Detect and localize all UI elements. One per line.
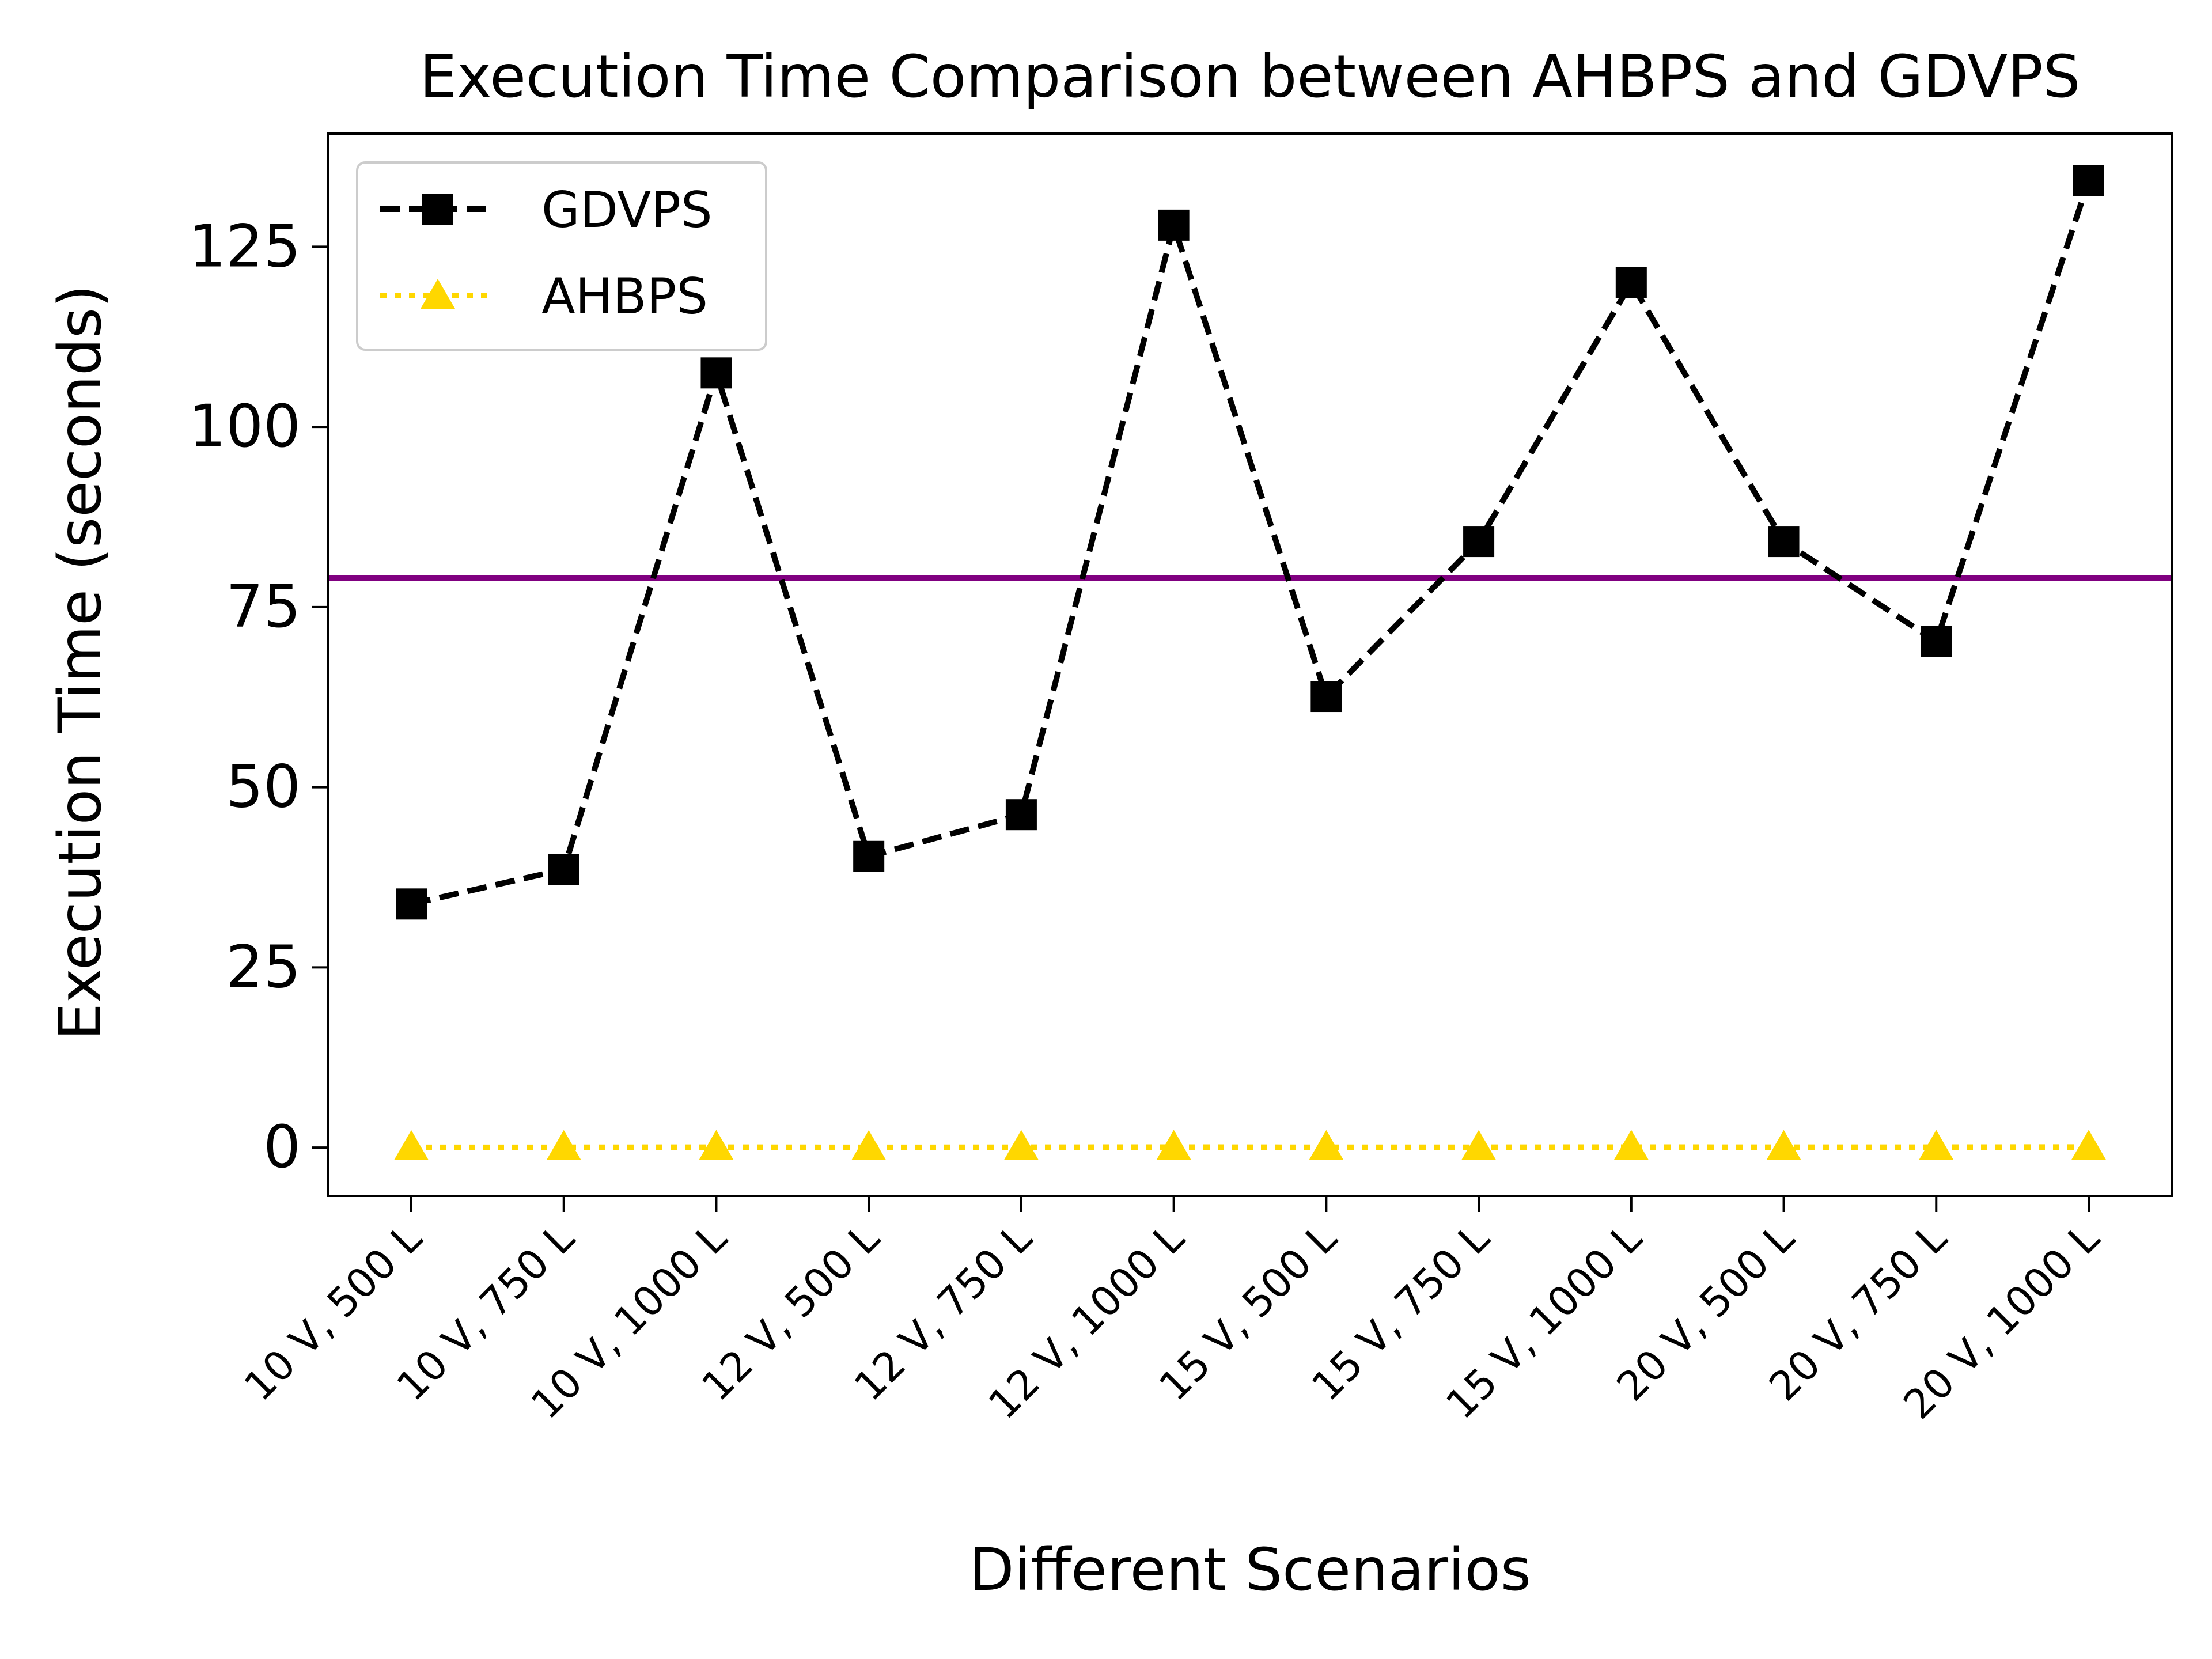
data-point-ahbps: [1309, 1130, 1344, 1160]
x-axis-label: Different Scenarios: [969, 1536, 1531, 1604]
data-point-ahbps: [1461, 1130, 1497, 1160]
data-point-gdvps: [853, 840, 885, 872]
legend-gdvps-marker: [422, 194, 453, 225]
legend-ahbps-marker: [421, 279, 455, 309]
data-point-gdvps: [1768, 526, 1800, 558]
y-tick-label: 125: [188, 212, 301, 281]
data-point-gdvps: [700, 357, 732, 389]
y-tick-label: 75: [226, 573, 301, 641]
data-point-ahbps: [2071, 1130, 2106, 1160]
series-line-gdvps: [410, 179, 2092, 907]
data-point-ahbps: [1156, 1130, 1191, 1160]
data-point-gdvps: [1921, 626, 1952, 657]
y-tick-label: 50: [226, 753, 301, 821]
legend-ahbps-label: AHBPS: [541, 268, 708, 325]
y-tick-label: 25: [226, 933, 301, 1001]
plot-frame: [327, 132, 2173, 1197]
data-point-ahbps: [546, 1130, 581, 1160]
data-point-ahbps: [1919, 1130, 1954, 1160]
data-point-ahbps: [1003, 1130, 1039, 1160]
data-point-ahbps: [394, 1130, 429, 1160]
y-axis-label: Execution Time (seconds): [46, 285, 115, 1040]
data-point-gdvps: [1158, 209, 1190, 241]
data-point-ahbps: [851, 1130, 887, 1160]
legend: GDVPS AHBPS: [356, 161, 767, 351]
chart-title: Execution Time Comparison between AHBPS …: [420, 43, 2081, 111]
data-point-gdvps: [1310, 681, 1342, 713]
y-tick-label: 0: [263, 1113, 301, 1181]
data-point-gdvps: [548, 854, 579, 885]
data-point-gdvps: [396, 888, 427, 920]
y-tick-label: 100: [188, 392, 301, 461]
legend-gdvps-label: GDVPS: [541, 181, 713, 239]
data-point-gdvps: [1005, 799, 1037, 831]
data-point-ahbps: [699, 1130, 734, 1160]
data-point-gdvps: [1463, 526, 1495, 558]
data-point-gdvps: [2073, 165, 2104, 196]
legend-box: [356, 161, 767, 351]
data-point-ahbps: [1766, 1130, 1801, 1160]
data-point-ahbps: [1613, 1130, 1649, 1160]
data-point-gdvps: [1615, 267, 1647, 298]
